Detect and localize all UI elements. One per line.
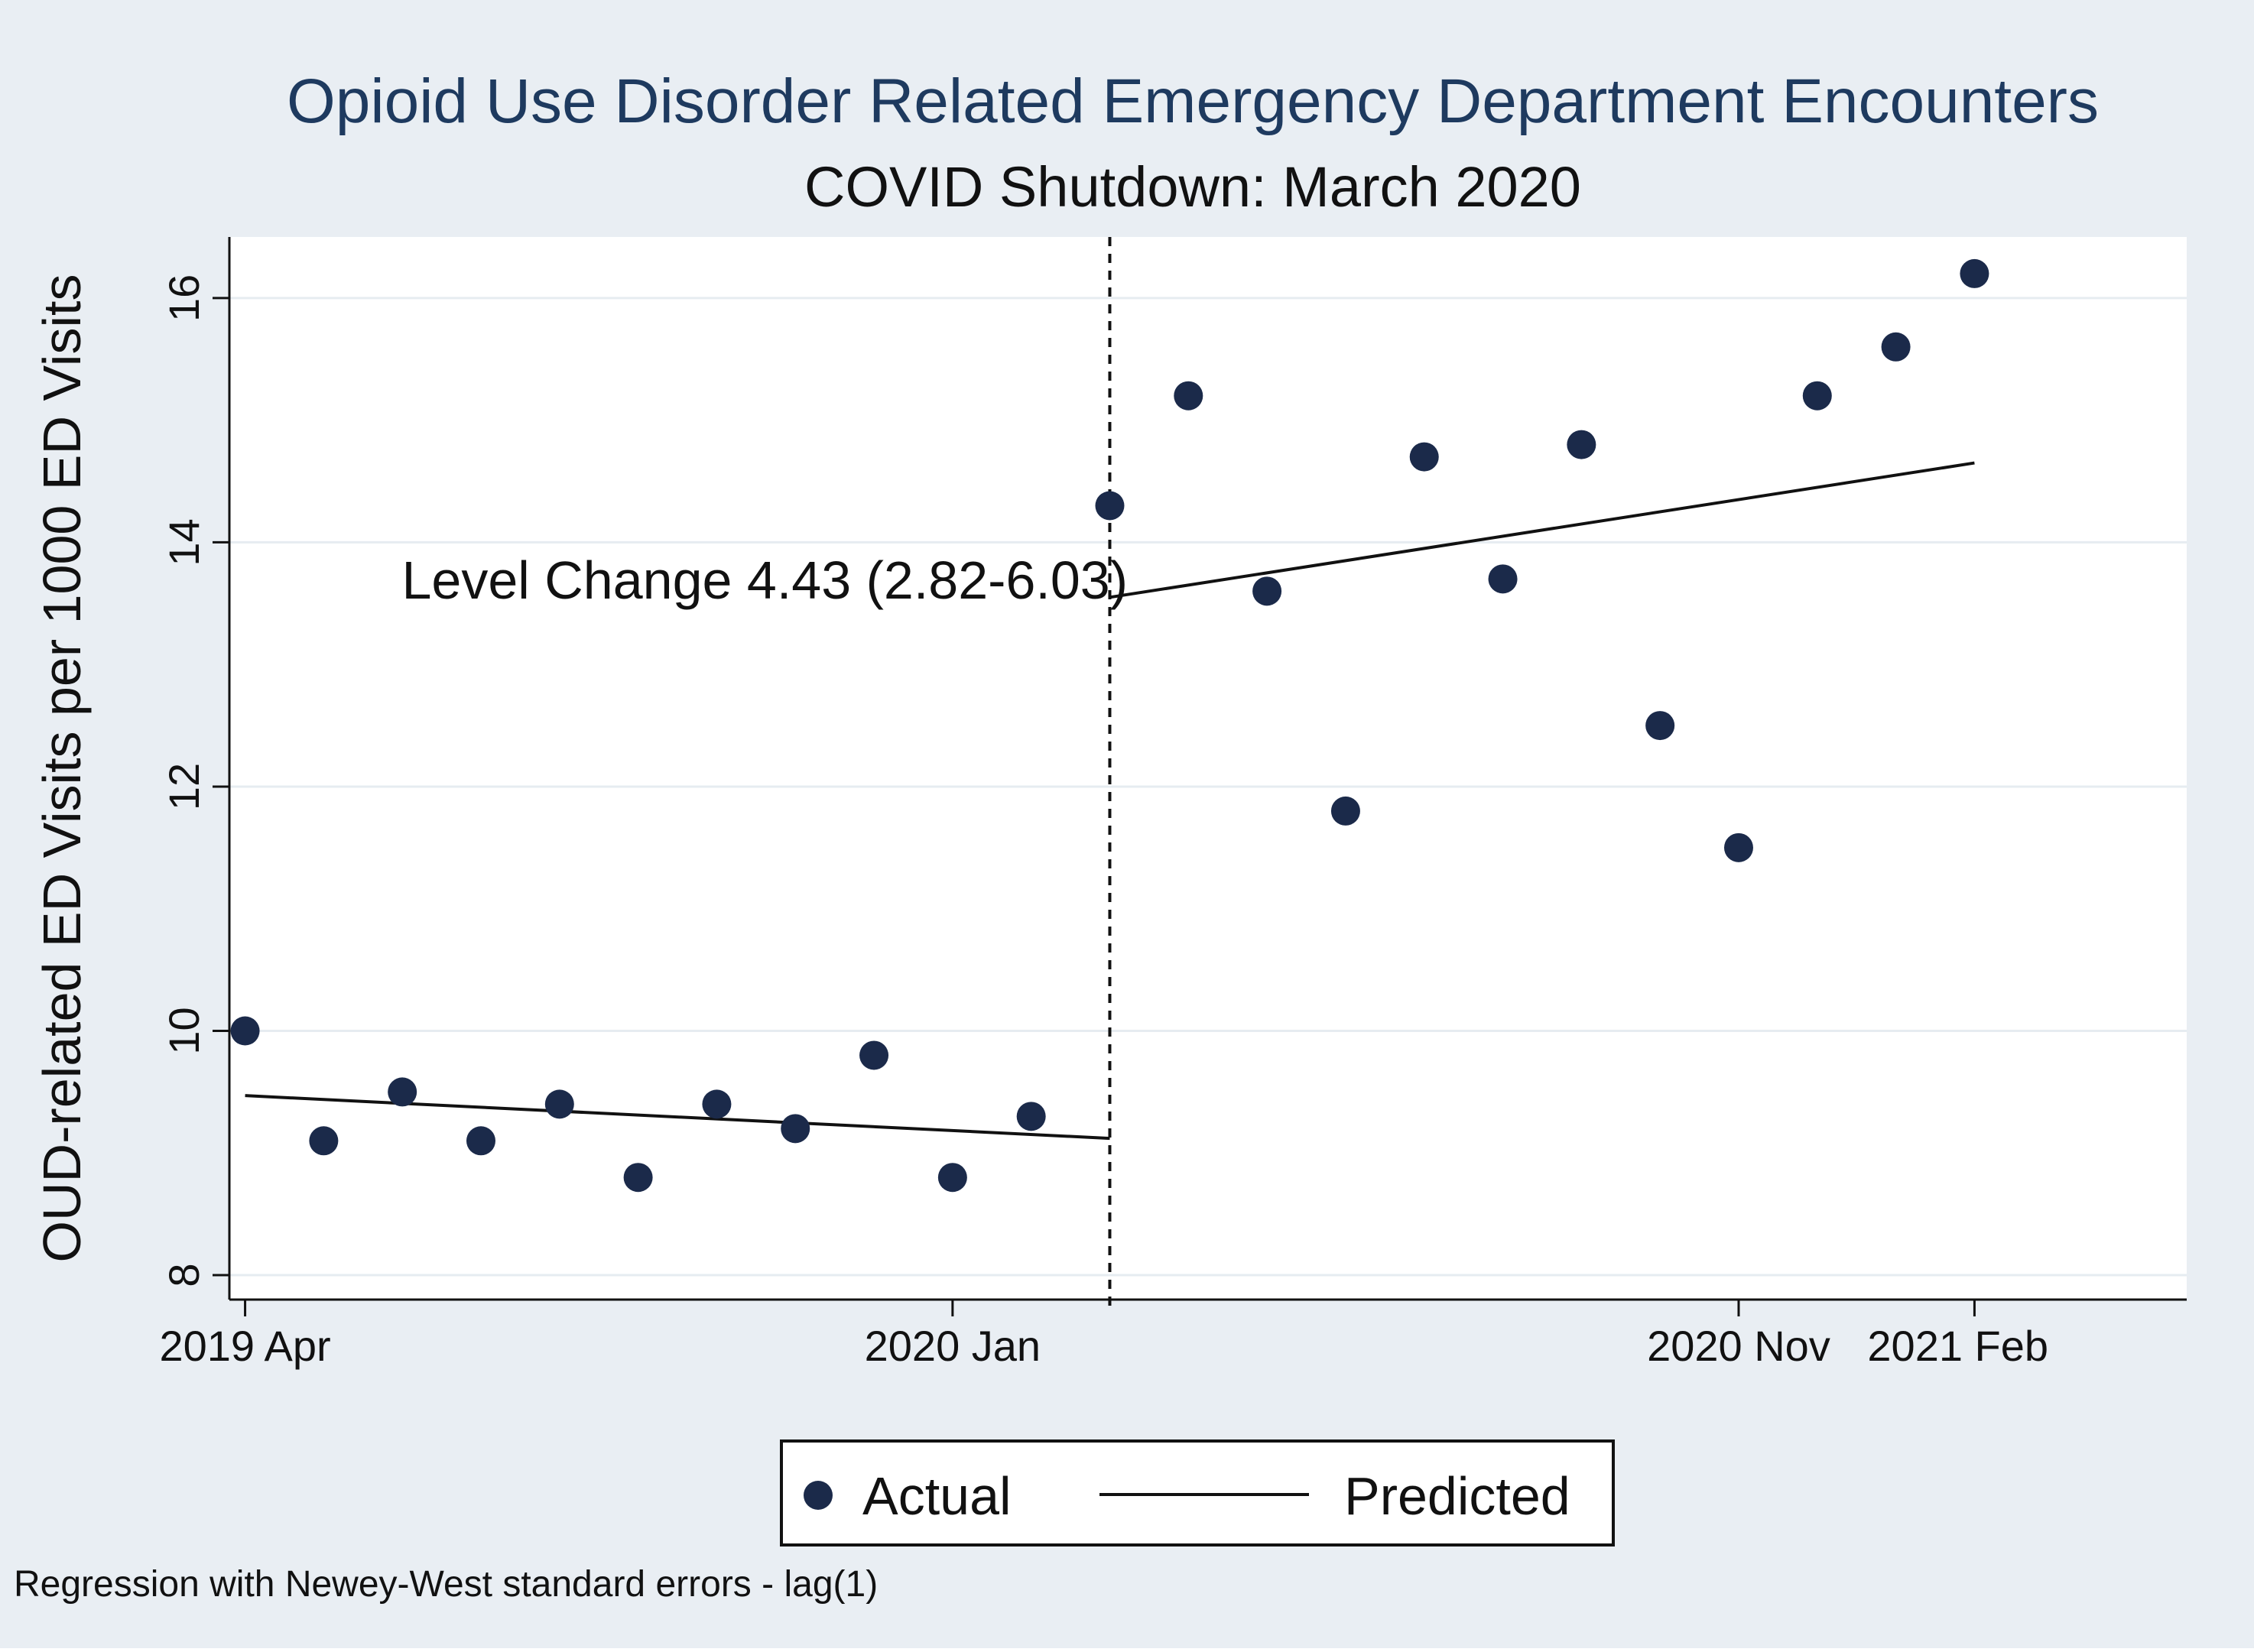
gridlines [229, 297, 2187, 1277]
actual-point-2 [309, 1126, 339, 1156]
y-tick-label-8: 8 [160, 1263, 208, 1287]
actual-point-18 [1567, 430, 1596, 459]
actual-point-3 [388, 1077, 417, 1107]
chart-subtitle: COVID Shutdown: March 2020 [804, 155, 1581, 219]
axes: 8 10 12 14 16 2019 Apr 2020 Jan 2020 Nov 2021 Fe… [159, 237, 2187, 1370]
actual-point-11 [1016, 1102, 1046, 1131]
actual-point-10 [937, 1163, 967, 1193]
actual-point-15 [1330, 796, 1360, 826]
legend-marker-actual [804, 1481, 833, 1510]
actual-point-7 [702, 1089, 732, 1119]
y-tick-label-10: 10 [160, 1007, 208, 1054]
actual-point-22 [1881, 332, 1911, 362]
actual-point-5 [544, 1089, 574, 1119]
level-change-annotation: Level Change 4.43 (2.82-6.03) [401, 550, 1128, 610]
predicted-series [245, 461, 1975, 1141]
x-tick-label-2: 2020 Nov [1647, 1322, 1830, 1370]
actual-point-8 [781, 1114, 810, 1144]
actual-point-6 [623, 1163, 653, 1193]
actual-point-12 [1095, 491, 1125, 521]
actual-point-23 [1960, 258, 1989, 288]
actual-point-17 [1488, 564, 1518, 594]
actual-point-16 [1409, 442, 1439, 472]
y-tick-label-14: 14 [160, 518, 208, 566]
actual-point-9 [859, 1040, 889, 1070]
predicted-line-segment-1 [245, 1094, 1110, 1141]
chart-title: Opioid Use Disorder Related Emergency De… [287, 67, 2099, 136]
legend: Actual Predicted [780, 1439, 1615, 1547]
y-tick-label-16: 16 [160, 274, 208, 322]
actual-point-13 [1174, 381, 1203, 411]
actual-point-21 [1802, 381, 1832, 411]
legend-label-actual: Actual [862, 1466, 1012, 1526]
actual-point-19 [1645, 711, 1675, 741]
actual-series [230, 258, 1989, 1193]
actual-point-20 [1723, 832, 1753, 862]
footnote: Regression with Newey-West standard erro… [14, 1564, 878, 1605]
x-tick-label-3: 2021 Feb [1867, 1322, 2048, 1370]
x-tick-label-1: 2020 Jan [865, 1322, 1041, 1370]
actual-point-1 [230, 1016, 260, 1046]
x-tick-label-0: 2019 Apr [159, 1322, 330, 1370]
legend-label-predicted: Predicted [1344, 1466, 1570, 1526]
actual-point-14 [1252, 576, 1282, 606]
actual-point-4 [466, 1126, 495, 1156]
y-tick-label-12: 12 [160, 763, 208, 810]
y-axis-label: OUD-related ED Visits per 1000 ED Visits [32, 274, 92, 1263]
predicted-line-segment-2 [1109, 461, 1975, 599]
plot-area [229, 237, 2187, 1300]
